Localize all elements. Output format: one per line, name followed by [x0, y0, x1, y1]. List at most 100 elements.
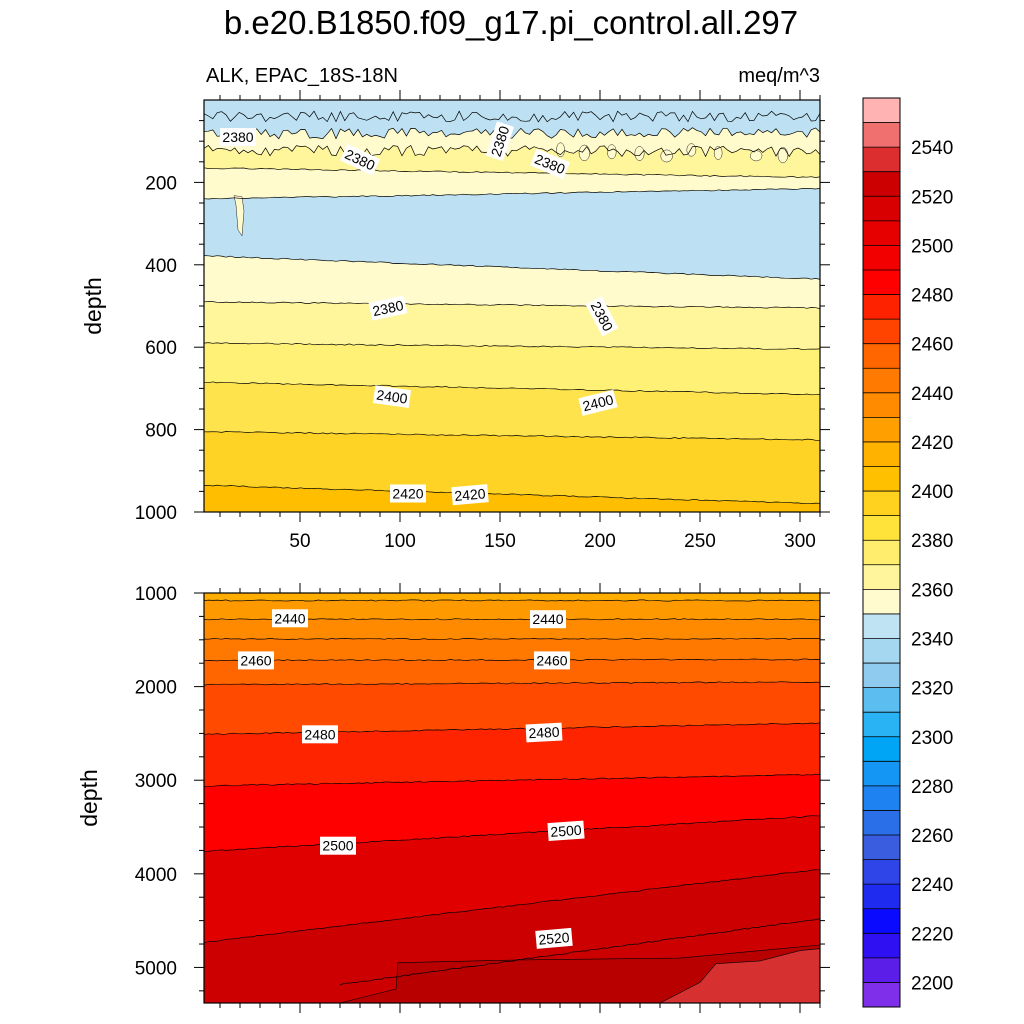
contour-line: [204, 773, 820, 787]
contour-island: [750, 150, 763, 162]
contour-label-text: 2440: [274, 610, 305, 626]
contour-line: [204, 381, 820, 396]
colorbar-label: 2200: [911, 973, 953, 994]
contour-label: 2400: [372, 385, 412, 409]
contour-label-text: 2440: [532, 611, 563, 627]
colorbar-label: 2240: [911, 875, 953, 896]
colorbar-swatch: [863, 663, 900, 688]
contour-label-text: 2480: [304, 726, 335, 742]
left-subtitle: ALK, EPAC_18S-18N: [206, 65, 398, 87]
colorbar-label: 2360: [911, 580, 953, 601]
colorbar-swatch: [863, 343, 900, 369]
colorbar-label: 2280: [911, 777, 953, 798]
contour-line: [204, 342, 820, 351]
colorbar-swatch: [863, 294, 900, 320]
right-subtitle: meq/m^3: [738, 65, 820, 87]
contour-label: 2500: [320, 836, 356, 855]
colorbar-swatch: [863, 810, 900, 836]
contour-band: [204, 255, 820, 309]
colorbar-label: 2500: [911, 236, 953, 257]
colorbar-frame: [862, 97, 901, 1008]
contour-label-text: 2400: [581, 391, 615, 414]
contour-label-box: [272, 609, 308, 628]
contour-label-text: 2380: [222, 129, 253, 145]
colorbar-label: 2340: [911, 629, 953, 650]
contour-line: [204, 681, 820, 686]
contour-label-text: 2380: [371, 297, 405, 319]
main-title: b.e20.B1850.f09_g17.pi_control.all.297: [224, 4, 798, 41]
upper-contour-lines: [204, 110, 820, 505]
contour-label: 2440: [530, 610, 566, 629]
contour-label: 2480: [525, 722, 563, 743]
y-tick-label: 5000: [135, 958, 177, 979]
contour-line: [204, 431, 820, 441]
contour-line: [204, 144, 820, 158]
y-tick-label: 800: [145, 421, 177, 442]
colorbar-swatch: [863, 441, 900, 467]
contour-band: [204, 681, 820, 735]
contour-label-box: [302, 725, 338, 744]
colorbar-swatch: [863, 245, 900, 271]
contour-label-box: [320, 836, 356, 855]
colorbar-swatch: [863, 761, 900, 787]
contour-label: 2520: [535, 927, 573, 949]
y-tick-label: 200: [145, 173, 177, 194]
contour-band: [204, 638, 820, 661]
contour-line: [204, 301, 820, 309]
colorbar-swatch: [863, 392, 900, 418]
colorbar-swatch: [863, 835, 900, 860]
colorbar-swatch: [863, 269, 900, 295]
contour-label-text: 2500: [322, 838, 353, 854]
contour-label: 2440: [272, 609, 308, 628]
colorbar-swatch: [863, 122, 900, 148]
colorbar-swatch: [863, 859, 900, 885]
colorbar-swatch: [863, 196, 900, 222]
colorbar-swatch: [863, 957, 900, 983]
contour-label-box: [529, 148, 571, 179]
contour-island: [777, 147, 789, 164]
x-tick-label: 150: [484, 531, 516, 552]
y-tick-label: 400: [145, 256, 177, 277]
contour-band: [659, 948, 820, 1003]
contour-line: [339, 918, 820, 986]
lower-contour-labels: 2440 2440 2460 2460 2480 2480 2500 2500 2520: [238, 609, 585, 949]
lower-plot-frame: [203, 592, 821, 1004]
y-tick-label: 1000: [135, 584, 177, 605]
lower-filled-contours: [204, 593, 820, 1003]
contour-line: [204, 815, 820, 853]
contour-band: [204, 188, 820, 280]
contour-label-box: [390, 484, 426, 503]
contour-label-box: [372, 385, 412, 409]
contour-label-text: 2400: [375, 387, 408, 407]
lower-y-axis-title: depth: [76, 769, 102, 827]
contour-line: [204, 167, 820, 179]
contour-label-box: [238, 651, 274, 670]
contour-line: [204, 127, 820, 140]
contour-line: [204, 869, 820, 944]
contour-band: [204, 485, 820, 512]
contour-label-box: [585, 296, 619, 337]
contour-label-text: 2460: [536, 652, 567, 668]
contour-label-box: [578, 389, 618, 416]
colorbar-swatch: [863, 908, 900, 934]
contour-label-text: 2520: [538, 929, 571, 948]
contour-label: 2460: [238, 651, 274, 670]
x-tick-label: 300: [784, 531, 816, 552]
contour-band: [204, 722, 820, 787]
contour-label: 2500: [547, 820, 585, 842]
colorbar-swatch: [863, 564, 900, 590]
contour-band: [204, 618, 820, 640]
contour-label-box: [547, 820, 585, 842]
x-tick-label: 200: [584, 531, 616, 552]
colorbar-swatch: [863, 417, 900, 443]
contour-line: [204, 255, 820, 280]
contour-label-text: 2500: [550, 822, 582, 840]
y-tick-label: 600: [145, 338, 177, 359]
contour-label-text: 2420: [454, 485, 487, 504]
contour-label-box: [451, 484, 489, 506]
contour-label-box: [368, 295, 408, 321]
contour-spike: [233, 195, 245, 237]
colorbar-label: 2460: [911, 335, 953, 356]
